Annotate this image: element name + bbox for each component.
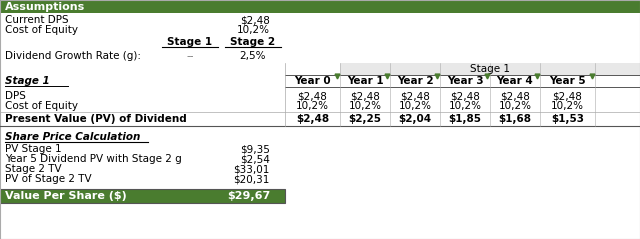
Text: Dividend Growth Rate (g):: Dividend Growth Rate (g): bbox=[5, 51, 141, 61]
Text: Stage 1: Stage 1 bbox=[168, 37, 212, 47]
Text: $2,54: $2,54 bbox=[240, 154, 270, 164]
Text: Year 5 Dividend PV with Stage 2 g: Year 5 Dividend PV with Stage 2 g bbox=[5, 154, 182, 164]
Text: Year 2: Year 2 bbox=[397, 76, 433, 86]
Text: Share Price Calculation: Share Price Calculation bbox=[5, 132, 140, 142]
Text: $1,68: $1,68 bbox=[499, 114, 531, 124]
Text: 10,2%: 10,2% bbox=[499, 101, 531, 111]
Text: $9,35: $9,35 bbox=[240, 144, 270, 154]
Text: 10,2%: 10,2% bbox=[296, 101, 329, 111]
Text: $1,85: $1,85 bbox=[449, 114, 481, 124]
Text: $20,31: $20,31 bbox=[234, 174, 270, 184]
Text: $2,48: $2,48 bbox=[240, 15, 270, 25]
Text: $2,48: $2,48 bbox=[350, 91, 380, 101]
Text: PV Stage 1: PV Stage 1 bbox=[5, 144, 61, 154]
Text: Stage 2 TV: Stage 2 TV bbox=[5, 164, 61, 174]
Text: Stage 1: Stage 1 bbox=[470, 64, 510, 74]
Text: $2,48: $2,48 bbox=[552, 91, 582, 101]
Text: $2,48: $2,48 bbox=[296, 114, 329, 124]
Text: Year 0: Year 0 bbox=[294, 76, 331, 86]
Text: Stage 2: Stage 2 bbox=[230, 37, 276, 47]
Text: 2,5%: 2,5% bbox=[240, 51, 266, 61]
Text: $29,67: $29,67 bbox=[227, 191, 270, 201]
Text: Present Value (PV) of Dividend: Present Value (PV) of Dividend bbox=[5, 114, 187, 124]
Text: Value Per Share ($): Value Per Share ($) bbox=[5, 191, 127, 201]
Text: Stage 1: Stage 1 bbox=[5, 76, 50, 86]
Text: Cost of Equity: Cost of Equity bbox=[5, 25, 78, 35]
Text: $2,48: $2,48 bbox=[298, 91, 328, 101]
Text: --: -- bbox=[186, 51, 194, 61]
Text: $2,48: $2,48 bbox=[450, 91, 480, 101]
Text: $2,48: $2,48 bbox=[500, 91, 530, 101]
Bar bbox=[340, 63, 640, 75]
Text: 10,2%: 10,2% bbox=[449, 101, 481, 111]
Text: Assumptions: Assumptions bbox=[5, 1, 85, 11]
Text: 10,2%: 10,2% bbox=[237, 25, 270, 35]
Text: $33,01: $33,01 bbox=[234, 164, 270, 174]
Text: $2,25: $2,25 bbox=[349, 114, 381, 124]
Bar bbox=[0, 189, 285, 203]
Text: $1,53: $1,53 bbox=[551, 114, 584, 124]
Text: $2,48: $2,48 bbox=[400, 91, 430, 101]
Text: PV of Stage 2 TV: PV of Stage 2 TV bbox=[5, 174, 92, 184]
Text: Year 1: Year 1 bbox=[347, 76, 383, 86]
Bar bbox=[0, 0, 640, 13]
Text: 10,2%: 10,2% bbox=[551, 101, 584, 111]
Text: Year 4: Year 4 bbox=[497, 76, 533, 86]
Text: Year 3: Year 3 bbox=[447, 76, 483, 86]
Text: 10,2%: 10,2% bbox=[349, 101, 381, 111]
Text: Current DPS: Current DPS bbox=[5, 15, 68, 25]
Text: 10,2%: 10,2% bbox=[399, 101, 431, 111]
Text: Cost of Equity: Cost of Equity bbox=[5, 101, 78, 111]
Text: Year 5: Year 5 bbox=[549, 76, 586, 86]
Text: DPS: DPS bbox=[5, 91, 26, 101]
Text: $2,04: $2,04 bbox=[399, 114, 431, 124]
